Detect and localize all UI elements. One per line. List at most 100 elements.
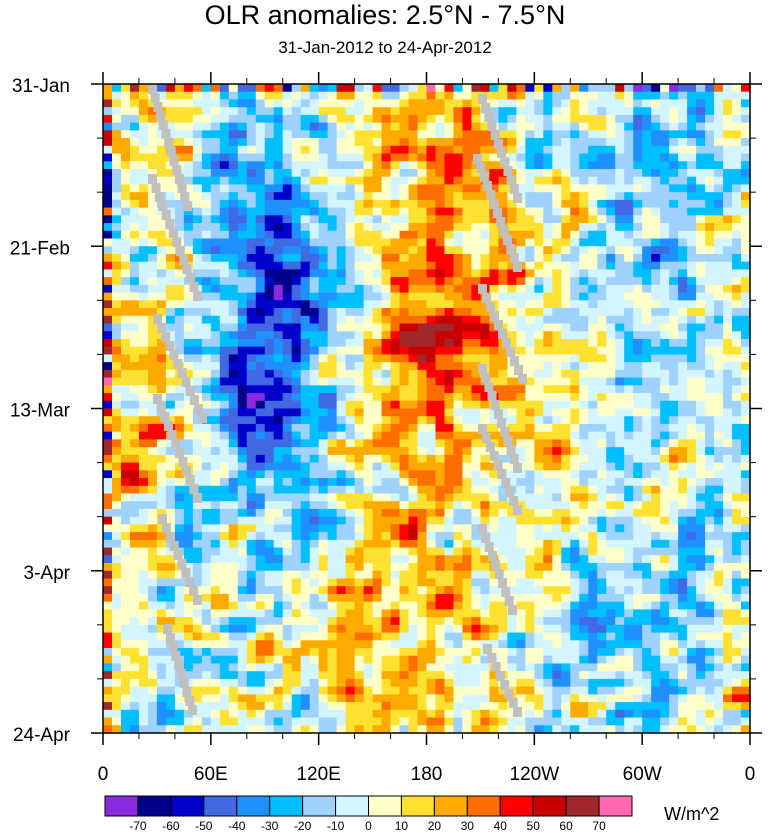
field-cell — [291, 563, 302, 572]
field-cell — [570, 524, 580, 533]
field-cell — [426, 215, 437, 224]
field-cell — [228, 563, 239, 572]
field-cell — [228, 400, 239, 410]
field-cell — [363, 601, 374, 610]
field-cell — [462, 454, 473, 464]
field-cell — [426, 107, 437, 116]
field-cell — [678, 601, 688, 610]
field-cell — [291, 338, 302, 348]
field-cell — [480, 601, 491, 610]
field-cell — [669, 539, 679, 549]
field-cell — [444, 563, 455, 572]
field-cell — [309, 586, 320, 595]
field-cell — [714, 423, 724, 433]
field-cell — [606, 593, 616, 603]
field-cell — [381, 145, 392, 155]
field-cell — [192, 277, 203, 286]
field-cell — [642, 84, 652, 93]
field-cell — [246, 230, 257, 240]
field-cell — [255, 493, 266, 502]
field-cell — [426, 253, 437, 263]
field-cell — [381, 431, 392, 441]
field-cell — [219, 292, 230, 301]
field-cell — [408, 230, 419, 240]
field-cell — [273, 485, 284, 495]
field-cell — [570, 447, 580, 456]
field-cell — [678, 338, 688, 348]
field-cell — [489, 114, 499, 124]
field-cell — [192, 114, 203, 124]
field-cell — [255, 593, 266, 603]
field-cell — [732, 423, 742, 433]
field-cell — [444, 539, 455, 549]
field-cell — [651, 586, 661, 595]
field-cell — [687, 331, 697, 340]
field-cell — [633, 153, 643, 162]
field-cell — [570, 454, 580, 464]
field-cell — [237, 99, 248, 108]
field-cell — [516, 439, 526, 448]
field-cell — [471, 485, 482, 495]
field-cell — [354, 199, 365, 209]
field-cell — [345, 408, 356, 417]
field-cell — [300, 485, 311, 495]
field-cell — [372, 315, 383, 325]
field-cell — [354, 292, 365, 301]
field-cell — [516, 447, 526, 456]
field-cell — [480, 253, 491, 263]
field-cell — [201, 555, 212, 564]
field-cell — [453, 338, 464, 348]
field-cell — [723, 516, 733, 525]
field-cell — [435, 547, 446, 556]
field-cell — [489, 478, 499, 487]
field-cell — [219, 84, 230, 93]
field-cell — [174, 478, 185, 487]
field-cell — [417, 570, 428, 580]
field-cell — [372, 114, 383, 124]
field-cell — [588, 323, 598, 332]
field-cell — [282, 331, 293, 340]
field-cell — [453, 122, 464, 131]
field-cell — [444, 454, 455, 464]
field-cell — [399, 238, 410, 247]
field-cell — [120, 408, 131, 417]
field-cell — [426, 586, 437, 595]
field-cell — [291, 501, 302, 510]
field-cell — [408, 84, 419, 93]
field-cell — [318, 501, 329, 510]
field-cell — [471, 563, 482, 572]
field-cell — [651, 277, 661, 286]
field-cell — [471, 184, 482, 193]
field-cell — [570, 308, 580, 317]
field-cell — [570, 99, 580, 108]
field-cell — [489, 153, 499, 162]
field-cell — [291, 223, 302, 232]
field-cell — [219, 207, 230, 216]
field-cell — [426, 323, 437, 332]
field-cell — [615, 501, 625, 510]
field-cell — [381, 593, 392, 603]
field-cell — [156, 563, 167, 572]
field-cell — [408, 485, 419, 495]
field-cell — [525, 230, 535, 240]
field-cell — [597, 292, 607, 301]
field-cell — [543, 331, 553, 340]
field-cell — [291, 408, 302, 417]
field-cell — [192, 230, 203, 240]
field-cell — [561, 423, 571, 433]
field-cell — [291, 184, 302, 193]
field-cell — [192, 323, 203, 332]
field-cell — [345, 284, 356, 294]
field-cell — [183, 454, 194, 464]
field-cell — [696, 207, 706, 216]
field-cell — [103, 354, 113, 363]
field-cell — [372, 192, 383, 201]
field-cell — [345, 176, 356, 186]
field-cell — [138, 91, 149, 101]
field-cell — [516, 609, 526, 618]
field-cell — [543, 323, 553, 332]
field-cell — [471, 385, 482, 394]
field-cell — [732, 601, 742, 610]
field-cell — [570, 153, 580, 162]
field-cell — [561, 107, 571, 116]
